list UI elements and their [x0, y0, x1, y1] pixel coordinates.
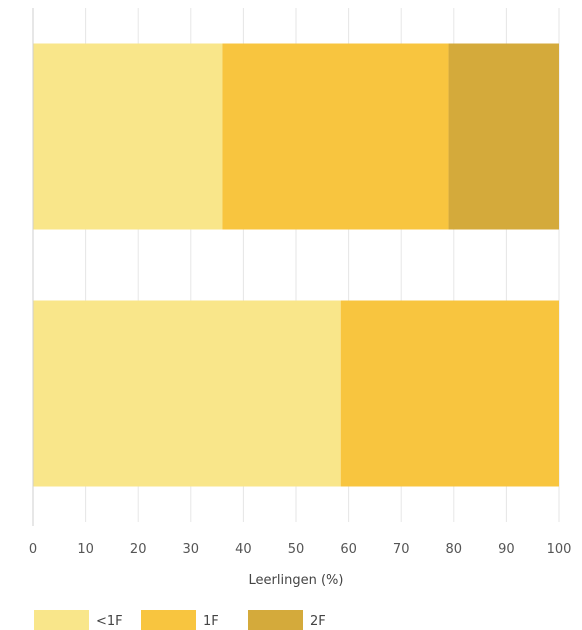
legend-label-1: <1F [96, 614, 123, 629]
bar-2-series-2 [340, 300, 559, 487]
legend-swatch-1 [34, 610, 89, 630]
bar-2-series-1 [33, 300, 341, 487]
x-tick-label-20: 20 [130, 542, 147, 557]
legend-label-3: 2F [310, 614, 326, 629]
bar-1-series-2 [222, 43, 449, 230]
x-tick-label-50: 50 [288, 542, 305, 557]
bars [33, 43, 559, 487]
x-tick-label-40: 40 [235, 542, 252, 557]
x-tick-label-60: 60 [340, 542, 357, 557]
x-tick-label-10: 10 [77, 542, 94, 557]
x-tick-label-90: 90 [498, 542, 515, 557]
x-tick-label-80: 80 [446, 542, 463, 557]
legend-swatch-3 [248, 610, 303, 630]
bar-1-series-1 [33, 43, 223, 230]
legend-label-2: 1F [203, 614, 219, 629]
x-tick-label-0: 0 [29, 542, 37, 557]
legend-swatch-2 [141, 610, 196, 630]
x-tick-label-30: 30 [183, 542, 200, 557]
x-tick-label-100: 100 [547, 542, 572, 557]
x-tick-label-70: 70 [393, 542, 410, 557]
x-axis-title: Leerlingen (%) [249, 573, 344, 588]
bar-1-series-3 [448, 43, 559, 230]
x-axis: 0 10 20 30 40 50 60 70 80 90 100 [29, 8, 572, 557]
legend: <1F 1F 2F [34, 610, 326, 630]
